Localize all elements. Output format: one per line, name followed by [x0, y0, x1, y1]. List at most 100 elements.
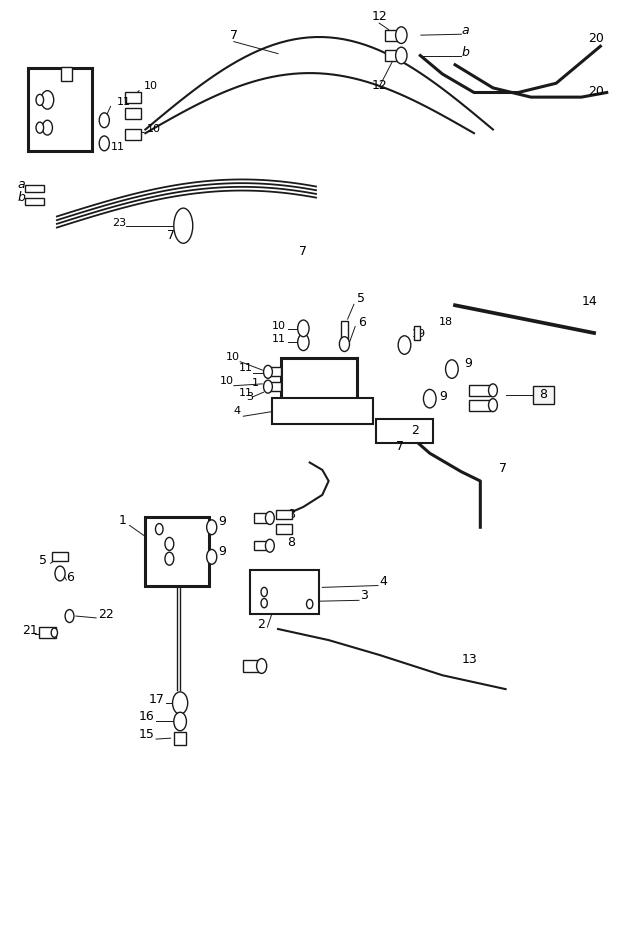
Circle shape [307, 599, 313, 609]
Circle shape [298, 334, 309, 351]
Bar [61, 67, 72, 80]
Text: 1: 1 [252, 377, 259, 388]
Bar [469, 385, 491, 396]
Circle shape [423, 389, 436, 408]
Text: 11: 11 [239, 388, 253, 398]
Circle shape [261, 587, 267, 597]
Bar [269, 367, 281, 376]
Text: 5: 5 [357, 292, 365, 305]
Bar [243, 660, 262, 672]
Text: 1: 1 [119, 514, 126, 527]
Bar [376, 419, 433, 443]
Circle shape [264, 380, 272, 393]
Text: 9: 9 [465, 357, 472, 370]
Text: 10: 10 [272, 321, 286, 331]
Text: 8: 8 [288, 508, 296, 521]
Text: 5: 5 [39, 554, 47, 567]
Circle shape [165, 537, 174, 550]
Text: 10: 10 [226, 352, 240, 362]
Text: 2: 2 [411, 424, 418, 437]
Text: 17: 17 [149, 693, 164, 706]
Circle shape [298, 320, 309, 337]
Bar [25, 198, 44, 205]
Text: 4: 4 [379, 574, 387, 587]
Circle shape [173, 692, 188, 714]
Text: 15: 15 [139, 728, 155, 741]
Text: 22: 22 [98, 608, 114, 621]
Circle shape [339, 337, 349, 352]
Bar [533, 386, 554, 404]
Text: 8: 8 [288, 536, 296, 549]
Text: 9: 9 [218, 545, 226, 558]
Circle shape [489, 399, 497, 412]
Circle shape [396, 27, 407, 43]
Bar [39, 627, 56, 638]
Circle shape [398, 336, 411, 354]
Text: 10: 10 [220, 376, 234, 386]
Bar [281, 358, 357, 400]
Text: 18: 18 [439, 316, 453, 327]
Text: 7: 7 [230, 29, 238, 42]
Bar [145, 516, 209, 586]
Circle shape [99, 113, 109, 128]
Bar [276, 524, 292, 534]
Bar [125, 108, 140, 119]
Text: 11: 11 [117, 96, 131, 106]
Text: 11: 11 [239, 363, 253, 373]
Text: 20: 20 [588, 31, 604, 44]
Circle shape [55, 566, 65, 581]
Text: 10: 10 [147, 124, 161, 134]
Circle shape [155, 524, 163, 535]
Circle shape [174, 712, 186, 731]
Circle shape [265, 539, 274, 552]
Text: 21: 21 [22, 623, 38, 636]
Bar [469, 400, 491, 411]
Bar [385, 30, 399, 41]
Ellipse shape [174, 208, 193, 243]
Text: 6: 6 [358, 315, 366, 328]
Circle shape [265, 512, 274, 524]
Circle shape [36, 94, 44, 105]
Bar [25, 185, 44, 192]
Circle shape [257, 659, 267, 673]
Circle shape [65, 610, 74, 623]
Text: 9: 9 [439, 389, 447, 402]
Bar [385, 50, 399, 61]
Text: 6: 6 [66, 571, 74, 584]
Bar [125, 92, 140, 103]
Bar [250, 570, 319, 614]
Bar [414, 326, 420, 340]
Text: 3: 3 [246, 391, 253, 401]
Text: a: a [461, 24, 469, 37]
Text: b: b [461, 45, 469, 58]
Circle shape [99, 136, 109, 151]
Text: 23: 23 [112, 217, 126, 228]
Text: 7: 7 [300, 245, 307, 258]
Text: 7: 7 [167, 228, 174, 241]
Bar [272, 398, 373, 424]
Circle shape [261, 598, 267, 608]
Bar [52, 552, 68, 561]
Circle shape [41, 91, 54, 109]
Bar [125, 129, 140, 140]
Text: 13: 13 [461, 653, 477, 666]
Text: 12: 12 [372, 10, 387, 23]
Text: 8: 8 [540, 388, 547, 401]
Circle shape [51, 628, 58, 637]
Text: 10: 10 [144, 80, 158, 91]
Bar [254, 541, 270, 550]
Circle shape [207, 520, 217, 535]
Circle shape [42, 120, 52, 135]
Text: 2: 2 [258, 618, 265, 631]
Circle shape [36, 122, 44, 133]
Circle shape [165, 552, 174, 565]
Text: 12: 12 [372, 79, 387, 92]
Bar [28, 68, 92, 151]
Text: b: b [18, 191, 25, 204]
Circle shape [446, 360, 458, 378]
Text: a: a [18, 178, 25, 191]
Text: 9: 9 [218, 515, 226, 528]
Text: 7: 7 [396, 439, 404, 452]
Circle shape [489, 384, 497, 397]
Text: 11: 11 [272, 334, 286, 344]
